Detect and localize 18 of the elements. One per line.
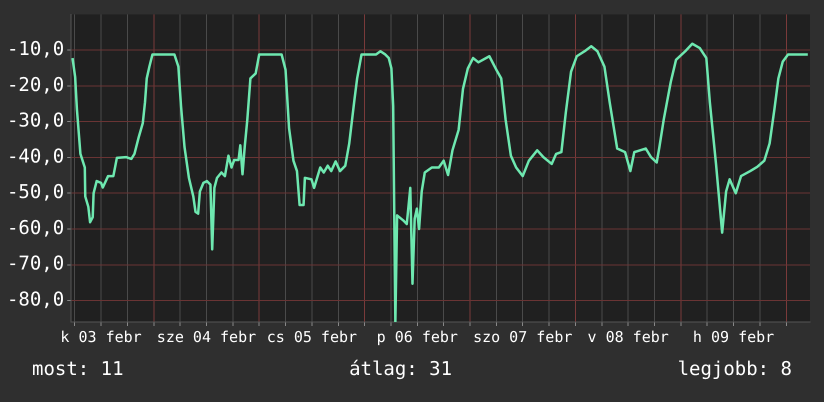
y-tick-label: -20,0: [6, 74, 64, 96]
x-tick-label: k 03 febr: [60, 328, 142, 346]
x-tick-label: sze 04 febr: [156, 328, 256, 346]
text: legjobb: 8: [678, 358, 792, 380]
x-tick-label: szo 07 febr: [473, 328, 572, 346]
x-tick-label: v 08 febr: [588, 328, 669, 346]
x-tick-label: cs 05 febr: [266, 328, 358, 346]
y-tick-label: -80,0: [6, 288, 64, 310]
text: átlag: 31: [349, 358, 452, 380]
y-tick-label: -50,0: [6, 181, 64, 204]
x-tick-label: p 06 febr: [376, 328, 458, 346]
y-tick-label: -10,0: [6, 38, 64, 60]
y-tick-label: -70,0: [6, 252, 64, 275]
y-tick-label: -60,0: [6, 216, 64, 239]
y-tick-label: -40,0: [6, 145, 64, 168]
text: most: 11: [32, 358, 124, 380]
x-tick-label: h 09 febr: [692, 328, 774, 346]
y-tick-label: -30,0: [6, 110, 64, 132]
